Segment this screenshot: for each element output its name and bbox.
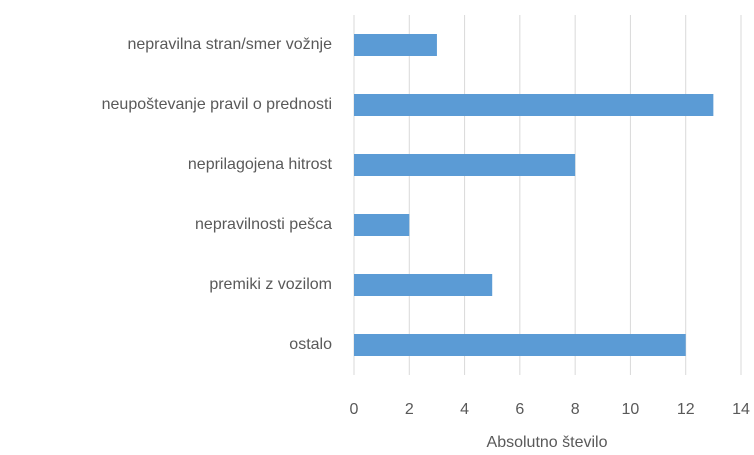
- x-tick-label: 12: [677, 401, 695, 418]
- x-axis-label: Absolutno število: [487, 434, 608, 451]
- bar: [354, 214, 410, 236]
- y-tick-label: neupoštevanje pravil o prednosti: [102, 96, 332, 113]
- bar: [354, 274, 493, 296]
- x-tick-label: 4: [460, 401, 469, 418]
- bar: [354, 34, 437, 56]
- bar: [354, 334, 686, 356]
- x-tick-label: 0: [350, 401, 359, 418]
- bar: [354, 94, 714, 116]
- y-tick-label: ostalo: [289, 336, 332, 353]
- x-tick-label: 6: [515, 401, 524, 418]
- x-tick-label: 2: [405, 401, 414, 418]
- y-tick-label: nepravilna stran/smer vožnje: [127, 36, 332, 53]
- y-tick-label: premiki z vozilom: [209, 276, 332, 293]
- bar: [354, 154, 576, 176]
- y-tick-label: neprilagojena hitrost: [188, 156, 333, 173]
- x-tick-label: 8: [571, 401, 580, 418]
- x-tick-label: 10: [622, 401, 640, 418]
- y-tick-label: nepravilnosti pešca: [195, 216, 332, 233]
- x-tick-label: 14: [732, 401, 750, 418]
